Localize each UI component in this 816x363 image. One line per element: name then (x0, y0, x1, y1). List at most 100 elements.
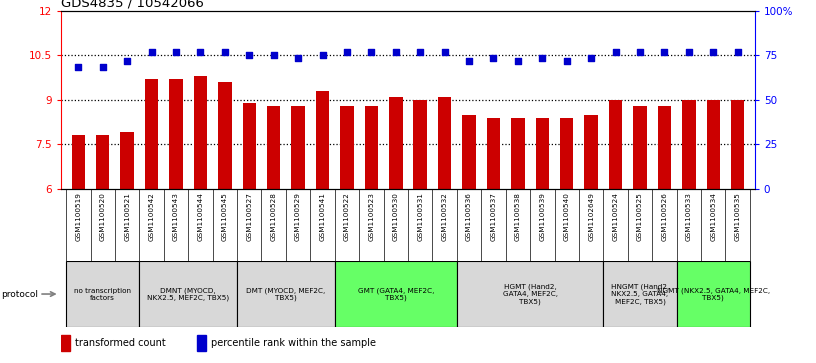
Point (194, 49, 207, 55)
Bar (511, 118, 525, 189)
Text: GSM1100528: GSM1100528 (271, 192, 277, 241)
Text: GSM1100531: GSM1100531 (417, 192, 424, 241)
Bar (316, 91, 329, 189)
Bar (707, 100, 720, 189)
Text: GSM1100545: GSM1100545 (222, 192, 228, 241)
Text: GSM1100526: GSM1100526 (662, 192, 667, 241)
Text: GSM1100538: GSM1100538 (515, 192, 521, 241)
Text: HNGMT (Hand2,
NKX2.5, GATA4,
MEF2C, TBX5): HNGMT (Hand2, NKX2.5, GATA4, MEF2C, TBX5… (611, 284, 669, 305)
Point (145, 49, 158, 55)
Text: percentile rank within the sample: percentile rank within the sample (211, 338, 375, 348)
Text: DMT (MYOCD, MEF2C,
TBX5): DMT (MYOCD, MEF2C, TBX5) (246, 287, 326, 301)
Bar (584, 115, 598, 189)
Text: DMNT (MYOCD,
NKX2.5, MEF2C, TBX5): DMNT (MYOCD, NKX2.5, MEF2C, TBX5) (147, 287, 229, 301)
Bar (291, 106, 305, 189)
Text: GSM1100519: GSM1100519 (75, 192, 82, 241)
Text: GSM1100540: GSM1100540 (564, 192, 570, 241)
Point (609, 49, 622, 55)
Text: GSM1100532: GSM1100532 (441, 192, 448, 241)
Bar (140, 261, 237, 327)
Bar (365, 106, 378, 189)
Point (242, 52, 255, 58)
Text: GSM1100520: GSM1100520 (100, 192, 106, 241)
Bar (414, 100, 427, 189)
Text: GSM1100523: GSM1100523 (368, 192, 375, 241)
Bar (609, 100, 623, 189)
Bar (237, 261, 335, 327)
Text: GSM1100543: GSM1100543 (173, 192, 179, 241)
Bar (121, 132, 134, 189)
Bar (66, 261, 140, 327)
Point (682, 49, 695, 55)
Text: protocol: protocol (1, 290, 38, 298)
Text: GSM1102649: GSM1102649 (588, 192, 594, 241)
Text: GSM1100542: GSM1100542 (149, 192, 154, 241)
Text: GSM1100536: GSM1100536 (466, 192, 472, 241)
Text: GSM1100534: GSM1100534 (710, 192, 716, 241)
Point (72, 64, 85, 70)
Bar (633, 106, 647, 189)
Point (316, 52, 329, 58)
Text: GDS4835 / 10542066: GDS4835 / 10542066 (61, 0, 204, 10)
Text: GSM1100541: GSM1100541 (320, 192, 326, 241)
Point (219, 49, 232, 55)
Bar (676, 261, 750, 327)
Bar (242, 103, 256, 189)
Bar (145, 79, 158, 189)
Point (731, 49, 744, 55)
Text: GSM1100525: GSM1100525 (637, 192, 643, 241)
Point (633, 49, 646, 55)
Point (365, 49, 378, 55)
Text: HGMT (Hand2,
GATA4, MEF2C,
TBX5): HGMT (Hand2, GATA4, MEF2C, TBX5) (503, 284, 557, 305)
Bar (603, 261, 676, 327)
Bar (438, 97, 451, 189)
Point (121, 58, 134, 64)
Text: GSM1100529: GSM1100529 (295, 192, 301, 241)
Text: no transcription
factors: no transcription factors (74, 287, 131, 301)
Point (561, 58, 574, 64)
Point (536, 56, 549, 61)
Point (584, 56, 597, 61)
Point (487, 56, 500, 61)
Text: transformed count: transformed count (75, 338, 166, 348)
Bar (218, 82, 232, 189)
Bar (682, 100, 695, 189)
Bar (731, 100, 744, 189)
Point (96, 64, 109, 70)
Bar (389, 97, 402, 189)
Text: GSM1100530: GSM1100530 (392, 192, 399, 241)
Bar (340, 106, 353, 189)
Text: GSM1100524: GSM1100524 (613, 192, 619, 241)
Bar (169, 79, 183, 189)
Text: GSM1100539: GSM1100539 (539, 192, 545, 241)
Bar (193, 76, 207, 189)
Text: GSM1100527: GSM1100527 (246, 192, 252, 241)
Bar (61, 335, 70, 351)
Text: GSM1100522: GSM1100522 (344, 192, 350, 241)
Bar (197, 335, 206, 351)
Point (291, 56, 304, 61)
Text: GSM1100537: GSM1100537 (490, 192, 496, 241)
Bar (658, 106, 671, 189)
Point (267, 52, 280, 58)
Bar (463, 115, 476, 189)
Text: GSM1100535: GSM1100535 (734, 192, 741, 241)
Point (438, 49, 451, 55)
Point (414, 49, 427, 55)
Point (463, 58, 476, 64)
Point (658, 49, 671, 55)
Point (389, 49, 402, 55)
Text: GSM1100533: GSM1100533 (686, 192, 692, 241)
Point (170, 49, 183, 55)
Text: GMT (GATA4, MEF2C,
TBX5): GMT (GATA4, MEF2C, TBX5) (357, 287, 434, 301)
Text: GSM1100521: GSM1100521 (124, 192, 130, 241)
Bar (96, 135, 109, 189)
Bar (267, 106, 281, 189)
Bar (72, 135, 85, 189)
Bar (487, 118, 500, 189)
Bar (335, 261, 457, 327)
Point (512, 58, 525, 64)
Bar (535, 118, 549, 189)
Text: NGMT (NKX2.5, GATA4, MEF2C,
TBX5): NGMT (NKX2.5, GATA4, MEF2C, TBX5) (657, 287, 769, 301)
Bar (457, 261, 603, 327)
